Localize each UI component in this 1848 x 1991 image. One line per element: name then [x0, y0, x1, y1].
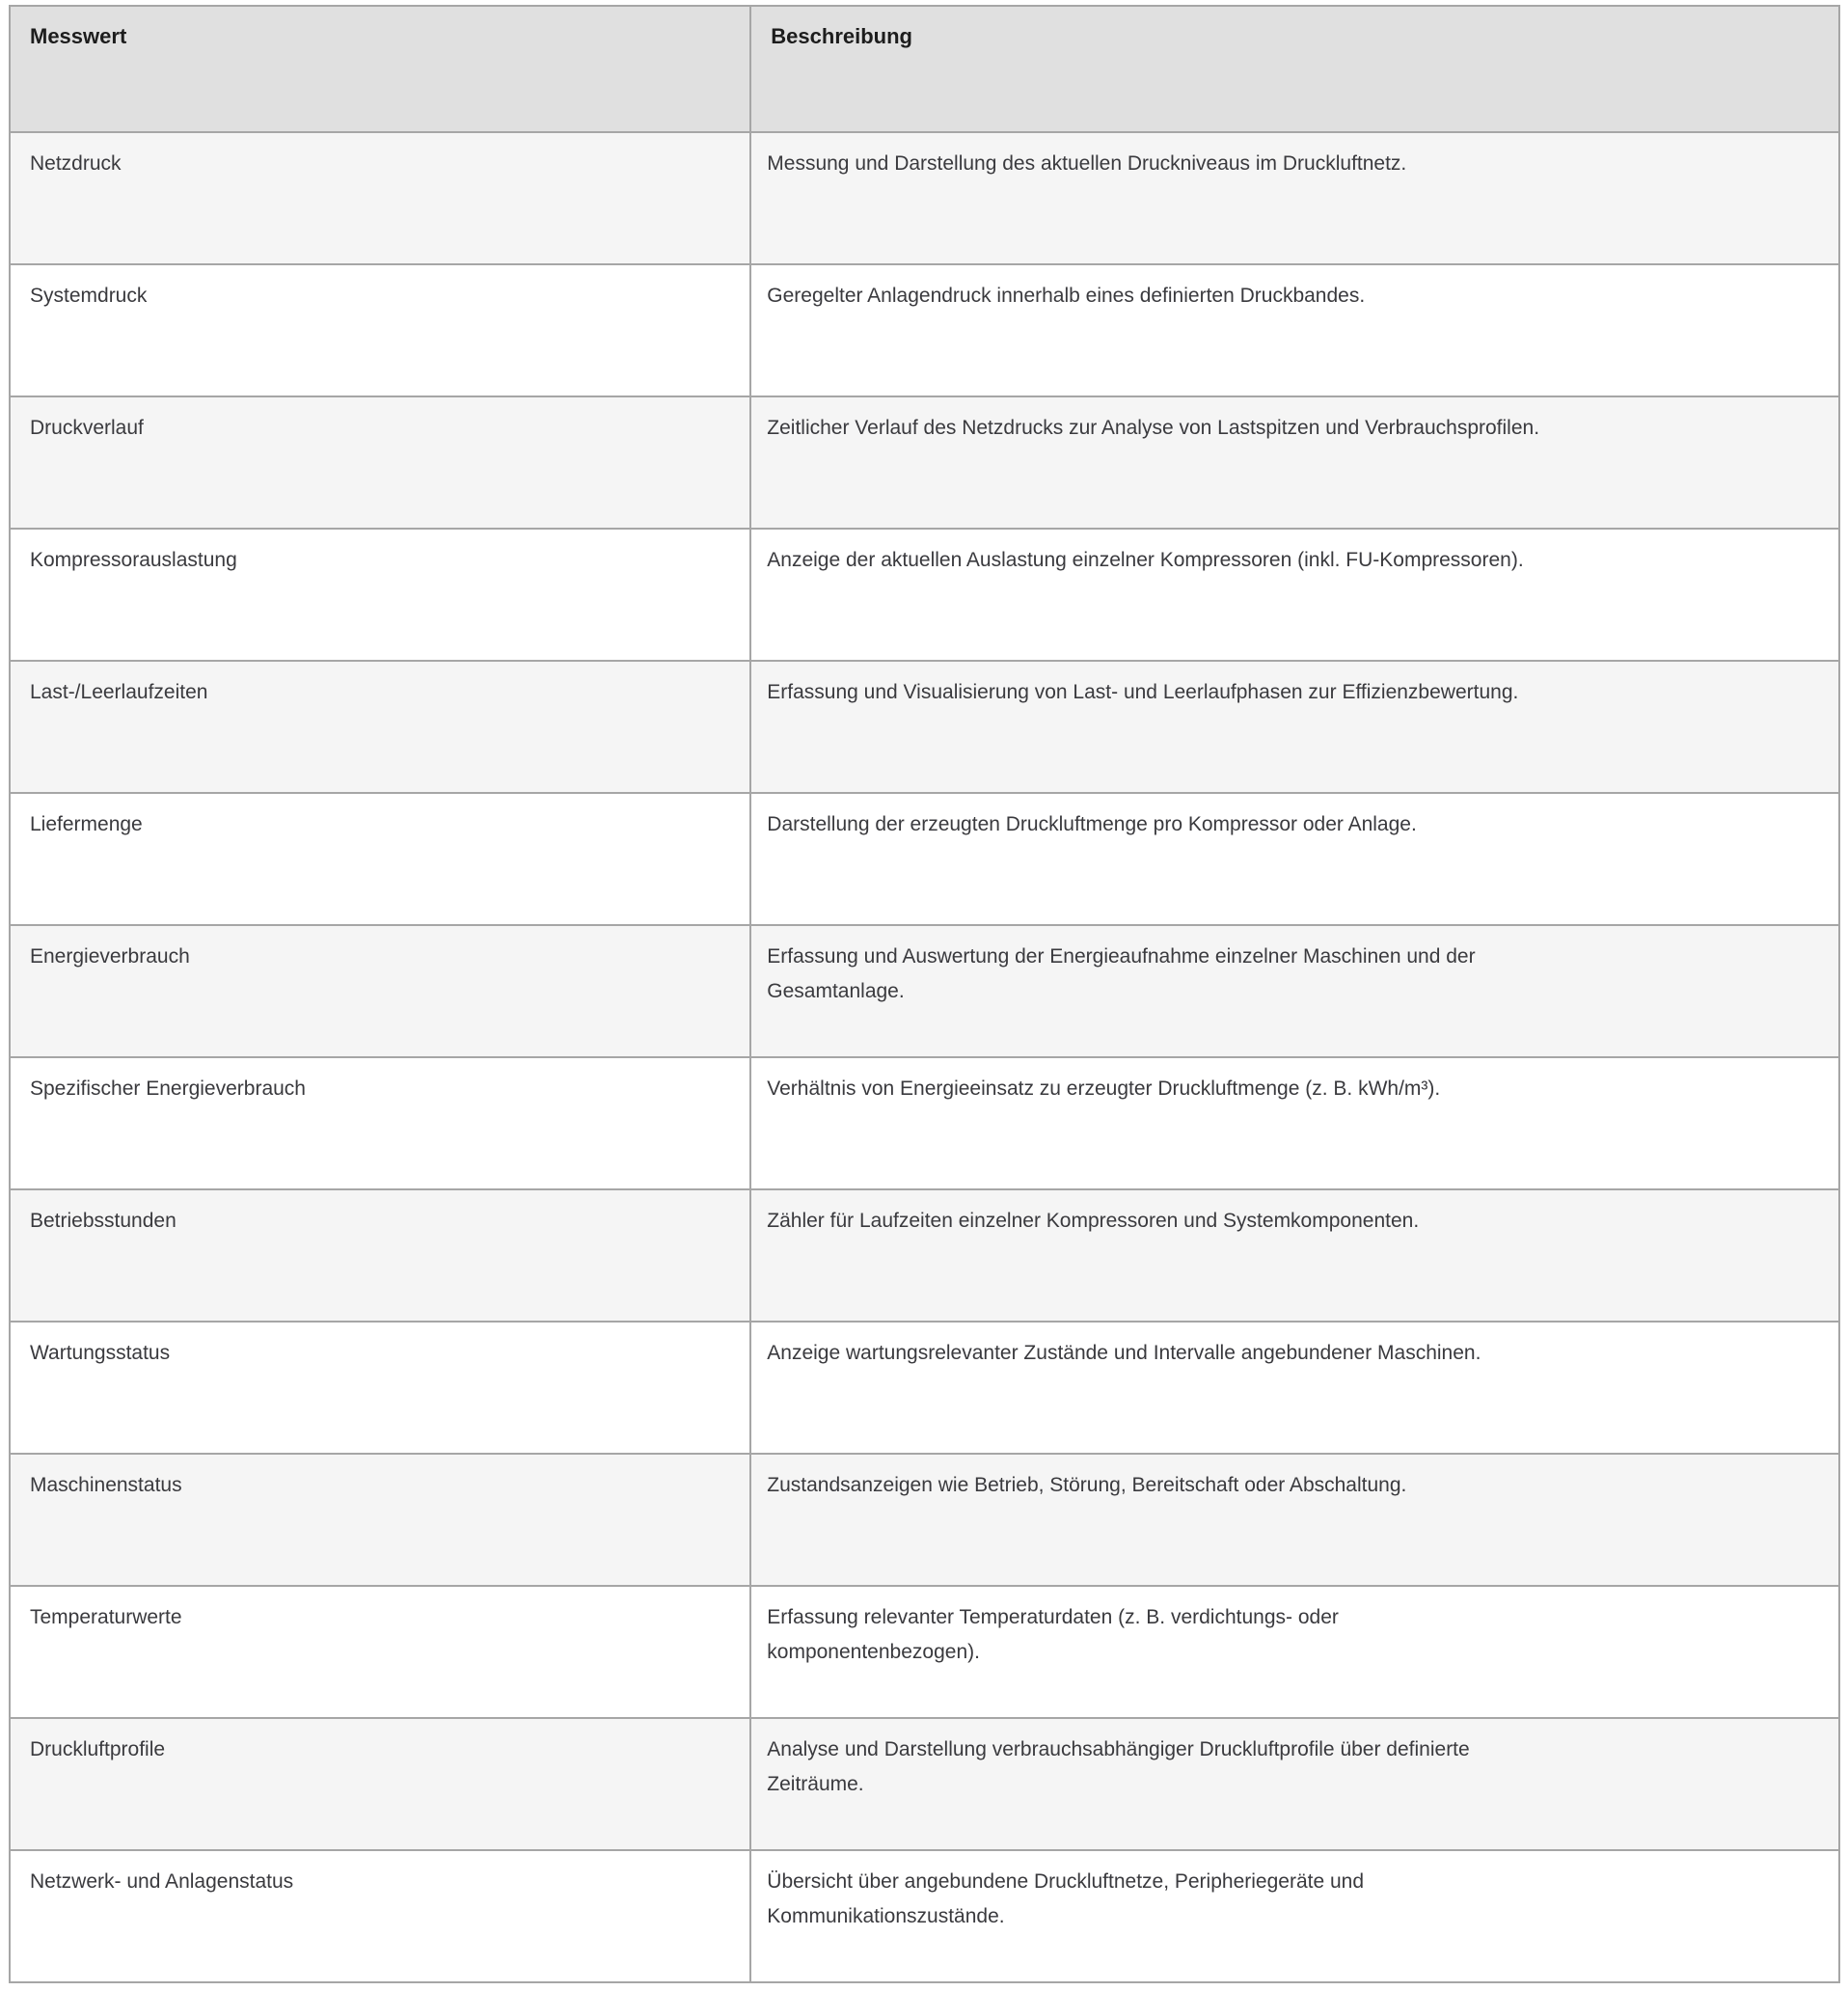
table-row: Wartungsstatus Anzeige wartungsrelevante… — [8, 1321, 1840, 1455]
messwert-cell: Maschinenstatus — [8, 1453, 752, 1587]
messwert-cell: Energieverbrauch — [8, 924, 752, 1058]
table-row: Kompressorauslastung Anzeige der aktuell… — [8, 528, 1840, 662]
beschreibung-cell: Darstellung der erzeugten Druckluftmenge… — [749, 792, 1840, 926]
messwert-cell: Liefermenge — [8, 792, 752, 926]
beschreibung-cell: Anzeige wartungsrelevanter Zustände und … — [749, 1321, 1840, 1455]
table-row: Druckverlauf Zeitlicher Verlauf des Netz… — [8, 395, 1840, 530]
messwert-cell: Druckluftprofile — [8, 1717, 752, 1851]
table-header: Messwert Beschreibung — [8, 5, 1840, 133]
messwert-table: Messwert Beschreibung Netzdruck Messung … — [8, 5, 1840, 1983]
table-row: Druckluftprofile Analyse und Darstellung… — [8, 1717, 1840, 1851]
table-row: Spezifischer Energieverbrauch Verhältnis… — [8, 1056, 1840, 1190]
messwert-cell: Wartungsstatus — [8, 1321, 752, 1455]
table-row: Energieverbrauch Erfassung und Auswertun… — [8, 924, 1840, 1058]
beschreibung-cell: Zähler für Laufzeiten einzelner Kompress… — [749, 1188, 1840, 1323]
messwert-cell: Netzwerk- und Anlagenstatus — [8, 1849, 752, 1983]
table-row: Temperaturwerte Erfassung relevanter Tem… — [8, 1585, 1840, 1719]
beschreibung-cell: Erfassung relevanter Temperaturdaten (z.… — [749, 1585, 1840, 1719]
table-body: Netzdruck Messung und Darstellung des ak… — [8, 131, 1840, 1983]
messwert-cell: Temperaturwerte — [8, 1585, 752, 1719]
beschreibung-cell: Zeitlicher Verlauf des Netzdrucks zur An… — [749, 395, 1840, 530]
messwert-cell: Spezifischer Energieverbrauch — [8, 1056, 752, 1190]
beschreibung-cell: Verhältnis von Energieeinsatz zu erzeugt… — [749, 1056, 1840, 1190]
table-row: Netzdruck Messung und Darstellung des ak… — [8, 131, 1840, 265]
table-row: Liefermenge Darstellung der erzeugten Dr… — [8, 792, 1840, 926]
beschreibung-cell: Erfassung und Visualisierung von Last- u… — [749, 660, 1840, 794]
messwert-cell: Systemdruck — [8, 263, 752, 397]
beschreibung-cell: Erfassung und Auswertung der Energieaufn… — [749, 924, 1840, 1058]
table-row: Maschinenstatus Zustandsanzeigen wie Bet… — [8, 1453, 1840, 1587]
table-row: Last-/Leerlaufzeiten Erfassung und Visua… — [8, 660, 1840, 794]
beschreibung-cell: Analyse und Darstellung verbrauchsabhäng… — [749, 1717, 1840, 1851]
table-row: Betriebsstunden Zähler für Laufzeiten ei… — [8, 1188, 1840, 1323]
header-row: Messwert Beschreibung — [8, 5, 1840, 133]
messwert-cell: Betriebsstunden — [8, 1188, 752, 1323]
column-header-messwert: Messwert — [8, 5, 752, 133]
beschreibung-cell: Messung und Darstellung des aktuellen Dr… — [749, 131, 1840, 265]
messwert-cell: Last-/Leerlaufzeiten — [8, 660, 752, 794]
beschreibung-cell: Anzeige der aktuellen Auslastung einzeln… — [749, 528, 1840, 662]
messwert-cell: Druckverlauf — [8, 395, 752, 530]
beschreibung-cell: Zustandsanzeigen wie Betrieb, Störung, B… — [749, 1453, 1840, 1587]
table-row: Systemdruck Geregelter Anlagendruck inne… — [8, 263, 1840, 397]
beschreibung-cell: Übersicht über angebundene Druckluftnetz… — [749, 1849, 1840, 1983]
messwert-cell: Kompressorauslastung — [8, 528, 752, 662]
column-header-beschreibung: Beschreibung — [749, 5, 1840, 133]
messwert-cell: Netzdruck — [8, 131, 752, 265]
table-row: Netzwerk- und Anlagenstatus Übersicht üb… — [8, 1849, 1840, 1983]
beschreibung-cell: Geregelter Anlagendruck innerhalb eines … — [749, 263, 1840, 397]
